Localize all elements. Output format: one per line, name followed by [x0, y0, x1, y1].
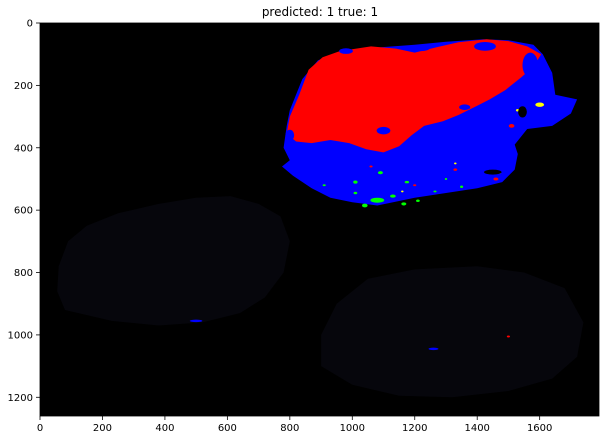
plot-area	[39, 22, 600, 417]
faint-left-shape	[57, 196, 290, 326]
segment-speckle	[413, 184, 417, 187]
segment-speckle	[453, 168, 458, 171]
segment-speckle	[454, 162, 457, 165]
segment-speckle	[390, 194, 396, 198]
segment-speckle	[361, 203, 368, 208]
segment-speckle	[522, 52, 539, 78]
segment-speckle	[518, 106, 527, 118]
segment-speckle	[404, 180, 410, 184]
segment-speckle	[370, 197, 385, 203]
segment-speckle	[535, 102, 545, 107]
segment-speckle	[322, 184, 326, 187]
segment-speckle	[460, 185, 464, 189]
x-tick-label: 200	[93, 423, 112, 434]
x-tick-label: 400	[155, 423, 174, 434]
segment-speckle	[506, 335, 510, 338]
segment-speckle	[353, 180, 358, 184]
segment-speckle	[189, 319, 203, 323]
axes-frame	[39, 22, 600, 417]
segment-speckle	[459, 104, 471, 111]
segment-speckle	[401, 190, 404, 193]
segment-speckle	[493, 177, 499, 181]
x-axis: 0 200 400 600 800 1000 1200 1400 1600	[37, 416, 552, 434]
x-tick-label: 1000	[340, 423, 365, 434]
y-tick-label: 200	[14, 81, 33, 92]
segment-speckle	[412, 44, 430, 52]
segment-speckle	[444, 178, 448, 180]
y-tick-label: 0	[27, 19, 33, 30]
segment-speckle	[416, 199, 420, 203]
segment-speckle	[353, 191, 358, 195]
x-tick-label: 1600	[527, 423, 552, 434]
x-tick-label: 1200	[402, 423, 427, 434]
y-tick-label: 800	[14, 268, 33, 279]
x-tick-label: 1400	[464, 423, 489, 434]
y-axis: 0 200 400 600 800 1000 1200	[8, 19, 40, 404]
segment-speckle	[428, 347, 439, 351]
segment-speckle	[285, 129, 295, 141]
segment-speckle	[499, 98, 518, 110]
segment-speckle	[474, 42, 496, 51]
red-segment	[286, 39, 542, 153]
segment-speckle	[369, 165, 373, 168]
y-tick-label: 1000	[8, 330, 33, 341]
y-tick-label: 400	[14, 143, 33, 154]
y-tick-label: 600	[14, 206, 33, 217]
segment-speckle	[377, 171, 383, 175]
y-tick-label: 1200	[8, 393, 33, 404]
segment-speckle	[339, 48, 353, 54]
segment-speckle	[484, 169, 502, 175]
faint-right-shape	[321, 266, 584, 398]
x-tick-label: 600	[218, 423, 237, 434]
segment-speckle	[401, 202, 407, 206]
x-tick-label: 800	[280, 423, 299, 434]
segment-speckle	[433, 190, 437, 193]
chart-title: predicted: 1 true: 1	[262, 5, 378, 19]
segment-speckle	[376, 126, 391, 135]
segment-speckle	[508, 124, 515, 128]
x-tick-label: 0	[37, 423, 43, 434]
